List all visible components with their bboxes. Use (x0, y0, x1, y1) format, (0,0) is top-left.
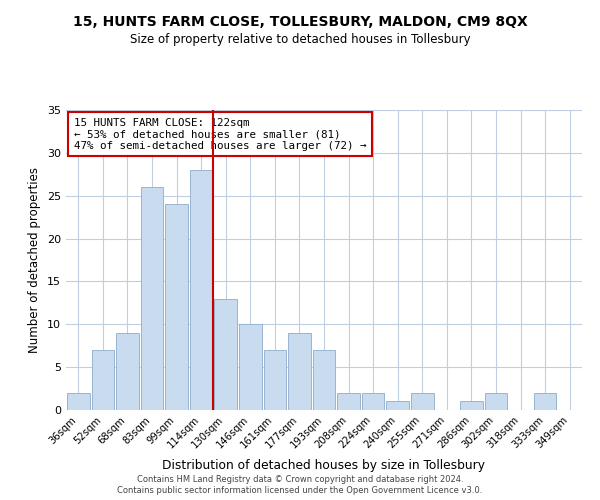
Text: Size of property relative to detached houses in Tollesbury: Size of property relative to detached ho… (130, 32, 470, 46)
Bar (411, 393, 434, 410)
Bar (386, 402, 409, 410)
Bar (239, 324, 262, 410)
Bar (190, 170, 212, 410)
Text: Contains public sector information licensed under the Open Government Licence v3: Contains public sector information licen… (118, 486, 482, 495)
Bar (313, 350, 335, 410)
Bar (214, 298, 237, 410)
Bar (460, 402, 483, 410)
Y-axis label: Number of detached properties: Number of detached properties (28, 167, 41, 353)
Bar (92, 350, 114, 410)
Bar (263, 350, 286, 410)
Text: 15, HUNTS FARM CLOSE, TOLLESBURY, MALDON, CM9 8QX: 15, HUNTS FARM CLOSE, TOLLESBURY, MALDON… (73, 15, 527, 29)
Bar (140, 187, 163, 410)
Bar (67, 393, 89, 410)
Bar (362, 393, 385, 410)
Text: 15 HUNTS FARM CLOSE: 122sqm
← 53% of detached houses are smaller (81)
47% of sem: 15 HUNTS FARM CLOSE: 122sqm ← 53% of det… (74, 118, 366, 150)
Bar (116, 333, 139, 410)
Bar (337, 393, 360, 410)
X-axis label: Distribution of detached houses by size in Tollesbury: Distribution of detached houses by size … (163, 459, 485, 472)
Text: Contains HM Land Registry data © Crown copyright and database right 2024.: Contains HM Land Registry data © Crown c… (137, 475, 463, 484)
Bar (288, 333, 311, 410)
Bar (534, 393, 556, 410)
Bar (165, 204, 188, 410)
Bar (485, 393, 508, 410)
